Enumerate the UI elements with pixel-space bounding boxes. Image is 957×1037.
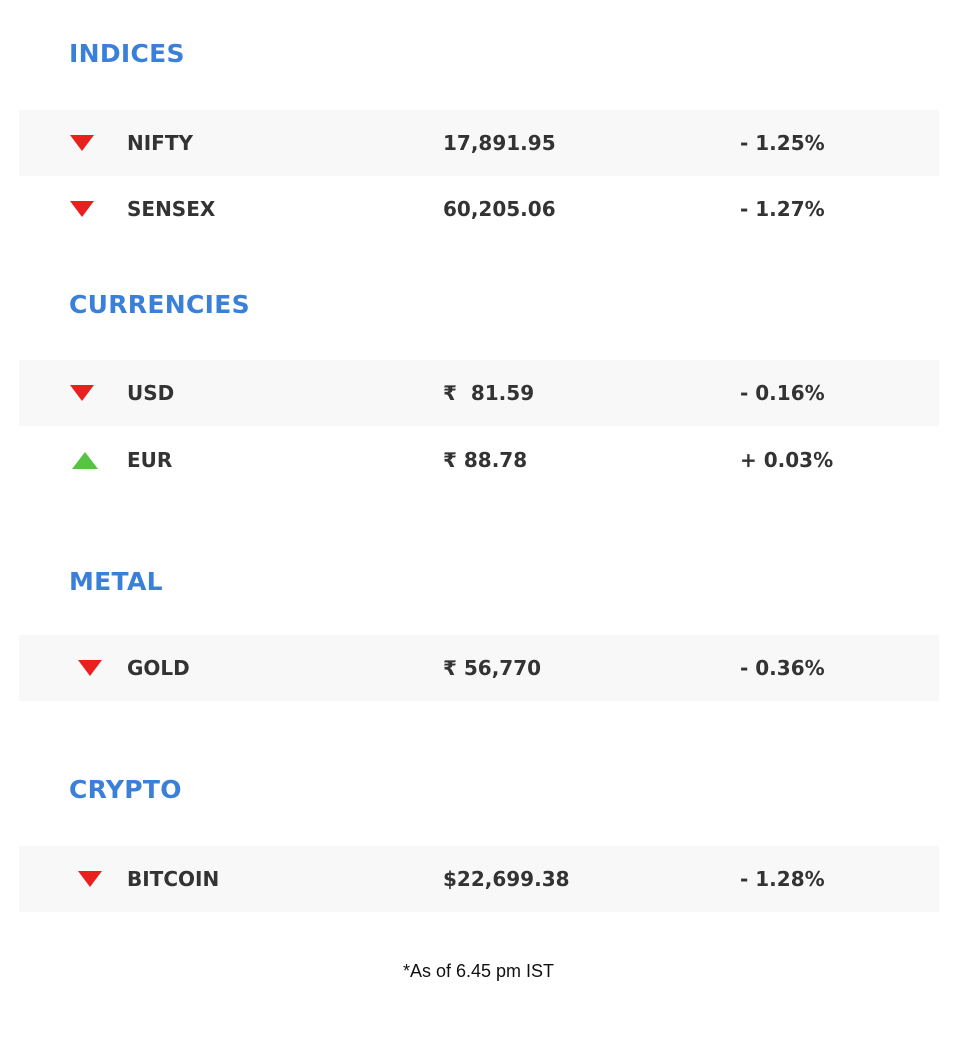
section-title-currencies: CURRENCIES <box>69 290 250 319</box>
instrument-change: - 1.28% <box>740 867 825 891</box>
section-title-crypto: CRYPTO <box>69 775 182 804</box>
instrument-name: EUR <box>127 448 173 472</box>
instrument-change: - 1.27% <box>740 197 825 221</box>
down-arrow-icon <box>78 660 102 676</box>
instrument-value: ₹ 88.78 <box>443 448 528 472</box>
instrument-value: ₹ 56,770 <box>443 656 542 680</box>
table-row: BITCOIN $22,699.38 - 1.28% <box>19 846 939 912</box>
table-row: EUR ₹ 88.78 + 0.03% <box>19 427 939 493</box>
table-row: GOLD ₹ 56,770 - 0.36% <box>19 635 939 701</box>
down-arrow-icon <box>70 385 94 401</box>
down-arrow-icon <box>70 135 94 151</box>
up-arrow-icon <box>72 451 98 469</box>
instrument-change: - 0.16% <box>740 381 825 405</box>
instrument-name: NIFTY <box>127 131 193 155</box>
instrument-value: ₹ 81.59 <box>443 381 535 405</box>
table-row: USD ₹ 81.59 - 0.16% <box>19 360 939 426</box>
instrument-value: 17,891.95 <box>443 131 556 155</box>
instrument-change: + 0.03% <box>740 448 834 472</box>
table-row: SENSEX 60,205.06 - 1.27% <box>19 176 939 242</box>
timestamp-note: *As of 6.45 pm IST <box>402 961 555 981</box>
instrument-name: GOLD <box>127 656 190 680</box>
down-arrow-icon <box>70 201 94 217</box>
instrument-name: BITCOIN <box>127 867 220 891</box>
instrument-value: 60,205.06 <box>443 197 556 221</box>
table-row: NIFTY 17,891.95 - 1.25% <box>19 110 939 176</box>
instrument-name: USD <box>127 381 175 405</box>
instrument-value: $22,699.38 <box>443 867 570 891</box>
instrument-change: - 1.25% <box>740 131 825 155</box>
section-title-indices: INDICES <box>69 39 185 68</box>
instrument-name: SENSEX <box>127 197 216 221</box>
instrument-change: - 0.36% <box>740 656 825 680</box>
section-title-metal: METAL <box>69 567 163 596</box>
down-arrow-icon <box>78 871 102 887</box>
